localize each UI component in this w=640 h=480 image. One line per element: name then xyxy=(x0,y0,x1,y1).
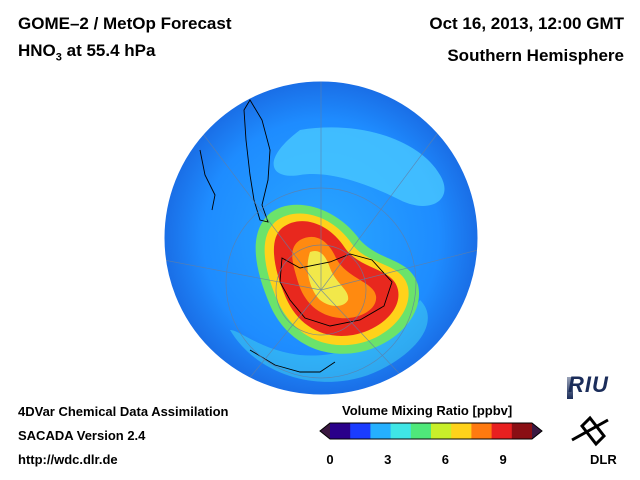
colorbar-segment xyxy=(330,423,351,439)
forecast-datetime: Oct 16, 2013, 12:00 GMT xyxy=(429,14,624,33)
colorbar-segment xyxy=(390,423,412,439)
colorbar-segment xyxy=(491,423,513,439)
chart-title: GOME–2 / MetOp Forecast xyxy=(18,14,232,33)
colorbar-segment xyxy=(350,423,371,439)
cyan-band-upper xyxy=(273,127,445,206)
colorbar-outline xyxy=(319,422,543,440)
colorbar-tick-label: 9 xyxy=(499,452,507,467)
graticule xyxy=(164,81,478,391)
colorbar-segment xyxy=(511,423,533,439)
colorbar-tick-label: 6 xyxy=(441,452,450,467)
colorbar-min-arrow xyxy=(320,423,330,439)
region-label: Southern Hemisphere xyxy=(447,46,624,65)
footer-url[interactable]: http://wdc.dlr.de xyxy=(18,452,118,467)
colorbar-segment xyxy=(471,423,493,439)
dlr-logo-text: DLR xyxy=(590,452,617,467)
colorbar-title: Volume Mixing Ratio [ppbv] xyxy=(342,403,513,418)
footer-version: SACADA Version 2.4 xyxy=(18,428,146,443)
riu-logo: RIU xyxy=(568,372,609,397)
antarctica-coast xyxy=(279,253,393,327)
africa-coast xyxy=(199,149,216,211)
colorbar-segment xyxy=(410,423,432,439)
riu-logo-mark xyxy=(567,377,573,399)
footer-assimilation: 4DVar Chemical Data Assimilation xyxy=(18,404,229,419)
colorbar xyxy=(319,422,543,440)
colorbar-tick-label: 3 xyxy=(384,452,392,467)
colorbar-segment xyxy=(431,423,452,439)
colorbar-tick-label: 0 xyxy=(326,452,334,467)
species-level-label: HNO3 at 55.4 hPa xyxy=(18,41,156,64)
south-america-coast xyxy=(243,99,271,223)
cyan-band-lower xyxy=(230,300,428,382)
australia-coast xyxy=(249,349,336,373)
colorbar-max-arrow xyxy=(532,423,542,439)
dlr-logo-icon xyxy=(571,415,609,447)
colorbar-segment xyxy=(451,423,472,439)
colorbar-segment xyxy=(370,423,392,439)
